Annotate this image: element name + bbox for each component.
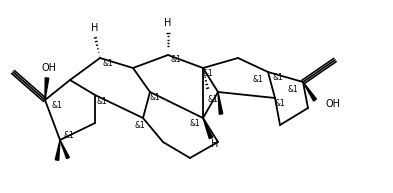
- Text: &1: &1: [273, 74, 283, 82]
- Polygon shape: [55, 140, 60, 160]
- Text: &1: &1: [171, 56, 182, 64]
- Polygon shape: [45, 78, 49, 100]
- Text: OH: OH: [42, 63, 57, 73]
- Text: &1: &1: [203, 69, 213, 78]
- Text: &1: &1: [253, 75, 263, 85]
- Polygon shape: [203, 118, 213, 139]
- Text: H: H: [164, 18, 172, 28]
- Text: &1: &1: [135, 122, 145, 130]
- Text: &1: &1: [51, 102, 62, 111]
- Polygon shape: [218, 92, 223, 114]
- Text: &1: &1: [275, 98, 285, 108]
- Text: &1: &1: [150, 92, 160, 102]
- Text: &1: &1: [190, 119, 200, 128]
- Polygon shape: [303, 82, 316, 101]
- Text: &1: &1: [103, 58, 113, 68]
- Text: OH: OH: [325, 99, 340, 109]
- Text: &1: &1: [208, 95, 219, 103]
- Text: H: H: [91, 23, 99, 33]
- Text: &1: &1: [64, 130, 74, 140]
- Text: H: H: [211, 139, 219, 149]
- Text: &1: &1: [288, 85, 298, 95]
- Polygon shape: [60, 140, 70, 159]
- Text: &1: &1: [97, 97, 107, 107]
